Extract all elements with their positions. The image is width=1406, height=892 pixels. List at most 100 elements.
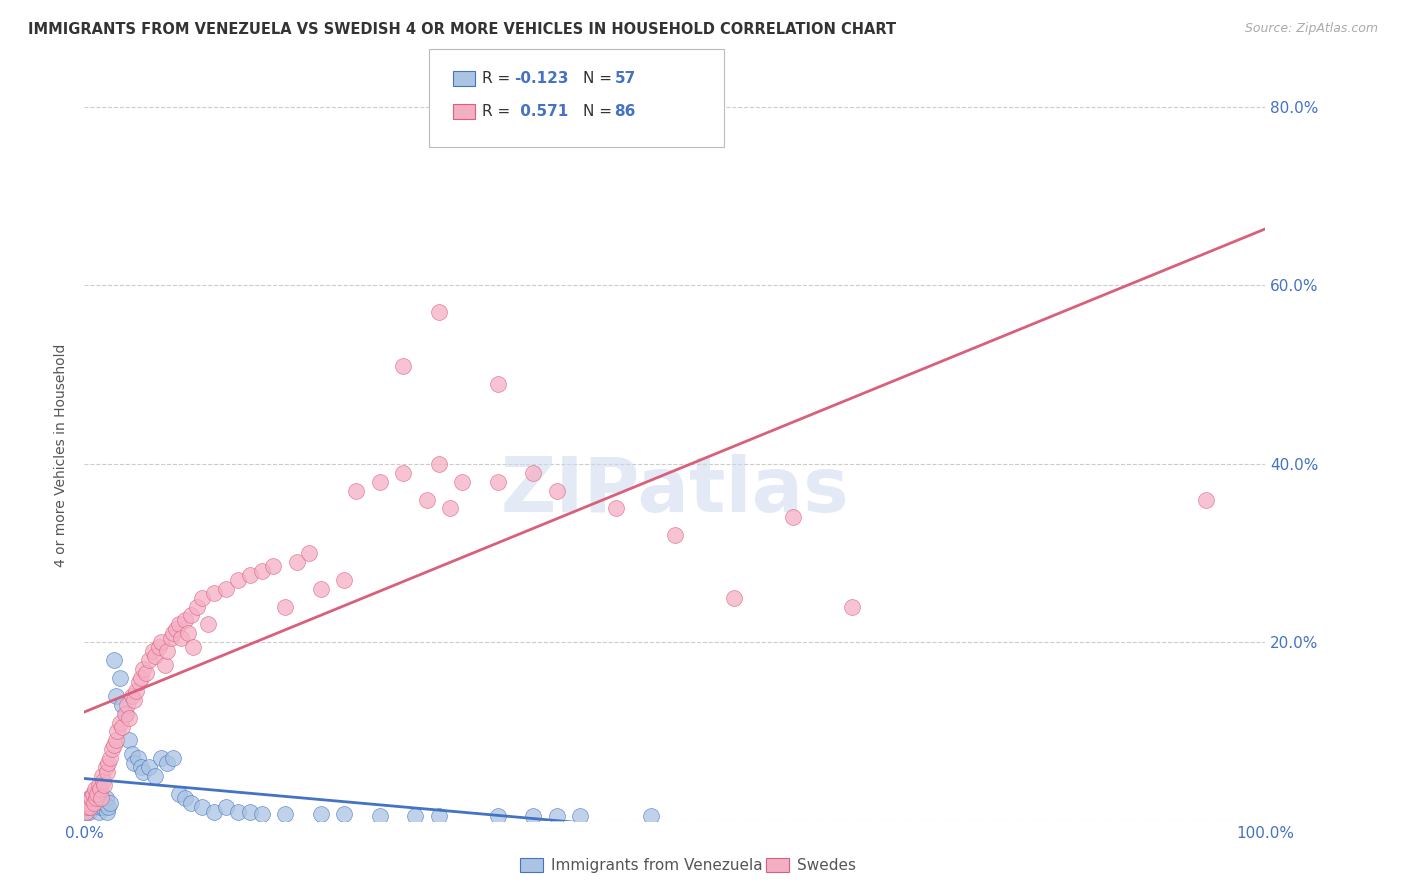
Text: -0.123: -0.123 [515, 71, 569, 86]
Text: Swedes: Swedes [797, 858, 856, 872]
Point [605, 501, 627, 516]
Point [143, 648, 166, 663]
Point [83, 787, 105, 801]
Point [111, 720, 134, 734]
Point [135, 666, 157, 681]
Point [522, 466, 544, 480]
Point [309, 582, 332, 596]
Point [262, 559, 284, 574]
Point [333, 806, 356, 821]
Point [132, 764, 155, 779]
Point [83, 796, 105, 810]
Point [451, 475, 474, 489]
Point [84, 791, 107, 805]
Point [105, 733, 128, 747]
Point [132, 662, 155, 676]
Point [91, 800, 114, 814]
Point [215, 582, 238, 596]
Point [226, 805, 249, 819]
Point [309, 806, 332, 821]
Point [522, 809, 544, 823]
Point [93, 778, 115, 792]
Point [118, 711, 141, 725]
Point [274, 599, 297, 614]
Point [86, 796, 108, 810]
Point [162, 751, 184, 765]
Point [181, 640, 204, 654]
Point [76, 796, 98, 810]
Point [782, 510, 804, 524]
Point [156, 644, 179, 658]
Point [97, 756, 120, 770]
Text: IMMIGRANTS FROM VENEZUELA VS SWEDISH 4 OR MORE VEHICLES IN HOUSEHOLD CORRELATION: IMMIGRANTS FROM VENEZUELA VS SWEDISH 4 O… [28, 22, 896, 37]
Point [91, 773, 114, 788]
Point [153, 657, 176, 672]
Point [77, 796, 100, 810]
Point [142, 644, 165, 658]
Point [138, 653, 160, 667]
Point [723, 591, 745, 605]
Point [89, 782, 111, 797]
Point [1195, 492, 1218, 507]
Point [180, 608, 202, 623]
Point [239, 805, 262, 819]
Point [416, 492, 439, 507]
Point [115, 698, 138, 712]
Point [93, 796, 115, 810]
Point [87, 805, 110, 819]
Text: N =: N = [583, 71, 617, 86]
Text: Source: ZipAtlas.com: Source: ZipAtlas.com [1244, 22, 1378, 36]
Point [121, 747, 143, 761]
Point [191, 800, 214, 814]
Point [80, 791, 103, 805]
Point [368, 809, 391, 823]
Point [127, 751, 149, 765]
Point [84, 782, 107, 797]
Point [285, 555, 308, 569]
Point [77, 800, 100, 814]
Point [75, 805, 97, 819]
Text: N =: N = [583, 104, 617, 119]
Point [167, 617, 190, 632]
Point [215, 800, 238, 814]
Text: R =: R = [482, 71, 516, 86]
Point [150, 751, 173, 765]
Point [122, 693, 145, 707]
Point [121, 689, 143, 703]
Point [79, 800, 101, 814]
Point [108, 671, 131, 685]
Text: 0.571: 0.571 [515, 104, 568, 119]
Point [125, 684, 148, 698]
Text: 86: 86 [614, 104, 636, 119]
Point [486, 809, 509, 823]
Point [226, 573, 249, 587]
Point [98, 751, 121, 765]
Point [546, 483, 568, 498]
Point [143, 769, 166, 783]
Point [108, 715, 131, 730]
Point [76, 800, 98, 814]
Point [97, 800, 120, 814]
Point [89, 800, 111, 814]
Point [546, 809, 568, 823]
Point [197, 617, 219, 632]
Point [114, 706, 136, 721]
Point [239, 568, 262, 582]
Point [103, 653, 125, 667]
Point [105, 689, 128, 703]
Point [87, 778, 110, 792]
Point [427, 305, 450, 319]
Y-axis label: 4 or more Vehicles in Household: 4 or more Vehicles in Household [55, 343, 69, 566]
Point [569, 809, 592, 823]
Point [427, 809, 450, 823]
Point [129, 760, 152, 774]
Point [392, 359, 415, 373]
Point [186, 599, 208, 614]
Point [114, 706, 136, 721]
Point [86, 787, 108, 801]
Point [486, 376, 509, 391]
Point [298, 546, 321, 560]
Point [94, 791, 117, 805]
Point [82, 787, 104, 801]
Point [333, 573, 356, 587]
